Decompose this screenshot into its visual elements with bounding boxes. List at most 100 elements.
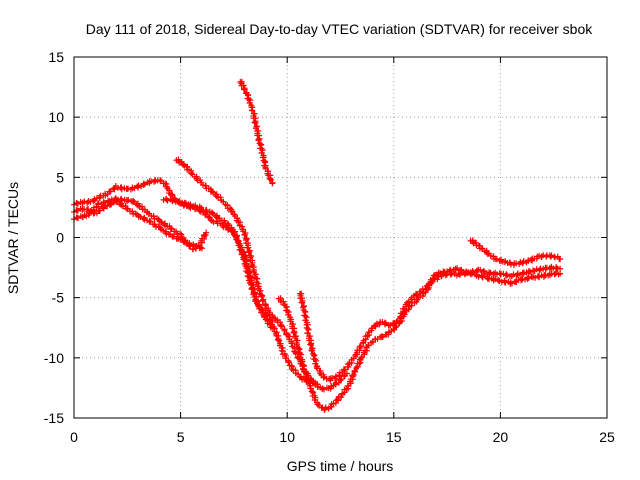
- x-tick-label: 15: [386, 429, 402, 445]
- data-point: [95, 200, 102, 207]
- data-point: [133, 201, 140, 208]
- y-tick-label: -15: [44, 410, 64, 426]
- data-point: [209, 188, 216, 195]
- data-layer: [71, 78, 564, 413]
- data-point: [495, 277, 502, 284]
- data-point: [277, 319, 284, 326]
- data-point: [269, 180, 276, 187]
- data-point: [306, 379, 313, 386]
- data-point: [378, 333, 385, 340]
- data-point: [209, 210, 216, 217]
- y-tick-label: 5: [56, 169, 64, 185]
- data-point: [254, 275, 261, 282]
- y-axis-label: SDTVAR / TECUs: [5, 182, 21, 294]
- data-point: [492, 276, 499, 283]
- data-point: [525, 268, 532, 275]
- data-point: [125, 196, 132, 203]
- data-point: [333, 373, 340, 380]
- data-point: [276, 337, 283, 344]
- data-point: [285, 359, 292, 366]
- x-axis-label: GPS time / hours: [287, 458, 394, 474]
- data-point: [212, 213, 219, 220]
- data-point: [299, 376, 306, 383]
- y-tick-label: 0: [56, 230, 64, 246]
- series-track-e: [160, 195, 321, 388]
- data-point: [271, 325, 277, 332]
- plot-frame: [73, 56, 608, 419]
- data-point: [513, 260, 520, 267]
- data-point: [552, 254, 559, 261]
- data-point: [112, 196, 119, 203]
- data-point: [484, 274, 491, 281]
- data-point: [283, 304, 290, 311]
- data-point: [503, 271, 510, 278]
- y-tick-label: 10: [48, 109, 64, 125]
- data-point: [557, 256, 564, 263]
- data-point: [527, 268, 534, 275]
- data-point: [447, 267, 454, 274]
- data-point: [294, 341, 301, 348]
- data-point: [298, 358, 305, 365]
- x-tick-label: 0: [70, 429, 78, 445]
- data-point: [470, 269, 477, 276]
- data-point: [255, 137, 262, 144]
- data-point: [305, 326, 312, 333]
- series-track-d: [173, 156, 350, 393]
- x-tick-label: 5: [177, 429, 185, 445]
- data-point: [259, 154, 266, 161]
- data-point: [248, 286, 255, 293]
- series-track-f: [237, 78, 276, 187]
- grid-lines: [74, 57, 607, 418]
- series-track-g: [275, 269, 564, 413]
- data-point: [182, 200, 189, 207]
- data-point: [118, 197, 125, 204]
- data-point: [73, 200, 80, 207]
- data-point: [130, 198, 137, 205]
- data-point: [210, 218, 217, 225]
- data-point: [299, 299, 306, 306]
- y-tick-label: 15: [48, 49, 64, 65]
- data-point: [358, 343, 365, 350]
- data-point: [245, 269, 252, 276]
- data-point: [262, 309, 269, 316]
- data-point: [241, 231, 248, 238]
- data-point: [322, 404, 329, 411]
- y-tick-label: -10: [44, 350, 64, 366]
- data-point: [140, 180, 147, 187]
- data-point: [422, 286, 429, 293]
- data-point: [350, 371, 357, 378]
- data-point: [557, 265, 564, 272]
- series-track-i: [467, 237, 564, 268]
- data-point: [314, 381, 321, 388]
- data-point: [140, 215, 147, 222]
- data-point: [288, 340, 295, 347]
- data-point: [382, 321, 389, 328]
- data-point: [245, 249, 252, 256]
- data-point: [206, 214, 213, 221]
- data-point: [116, 201, 123, 208]
- data-point: [252, 120, 259, 127]
- data-point: [161, 221, 168, 228]
- series-track-h: [296, 263, 564, 384]
- series-track-c: [71, 195, 210, 253]
- data-point: [313, 357, 320, 364]
- y-tick-label: -5: [52, 290, 65, 306]
- data-point: [198, 245, 205, 252]
- data-point: [548, 252, 555, 259]
- data-point: [504, 272, 511, 279]
- data-point: [258, 293, 265, 300]
- data-point: [250, 291, 257, 298]
- data-point: [541, 271, 548, 278]
- data-point: [259, 147, 266, 154]
- data-point: [308, 347, 315, 354]
- x-tick-label: 10: [279, 429, 295, 445]
- data-point: [527, 256, 534, 263]
- data-point: [524, 275, 531, 282]
- data-point: [203, 229, 210, 236]
- data-point: [260, 298, 267, 305]
- data-point: [473, 242, 480, 249]
- x-tick-label: 20: [493, 429, 509, 445]
- data-point: [319, 385, 326, 392]
- axis-ticks: 0 5 10 15 20 25 -15 -10 -5 0 5 10 15: [44, 49, 615, 445]
